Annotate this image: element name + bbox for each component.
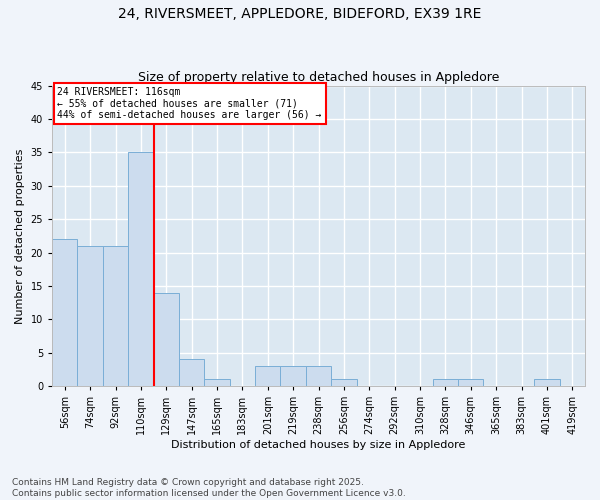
Bar	[128, 152, 154, 386]
Bar	[433, 380, 458, 386]
Bar	[306, 366, 331, 386]
Bar	[331, 380, 356, 386]
Bar	[52, 239, 77, 386]
Bar	[534, 380, 560, 386]
Bar	[458, 380, 484, 386]
Bar	[179, 360, 205, 386]
Text: 24, RIVERSMEET, APPLEDORE, BIDEFORD, EX39 1RE: 24, RIVERSMEET, APPLEDORE, BIDEFORD, EX3…	[118, 8, 482, 22]
Text: 24 RIVERSMEET: 116sqm
← 55% of detached houses are smaller (71)
44% of semi-deta: 24 RIVERSMEET: 116sqm ← 55% of detached …	[58, 87, 322, 120]
Text: Contains HM Land Registry data © Crown copyright and database right 2025.
Contai: Contains HM Land Registry data © Crown c…	[12, 478, 406, 498]
Title: Size of property relative to detached houses in Appledore: Size of property relative to detached ho…	[138, 72, 499, 85]
Bar	[154, 292, 179, 386]
Bar	[103, 246, 128, 386]
Y-axis label: Number of detached properties: Number of detached properties	[15, 148, 25, 324]
Bar	[77, 246, 103, 386]
Bar	[280, 366, 306, 386]
Bar	[205, 380, 230, 386]
X-axis label: Distribution of detached houses by size in Appledore: Distribution of detached houses by size …	[172, 440, 466, 450]
Bar	[255, 366, 280, 386]
